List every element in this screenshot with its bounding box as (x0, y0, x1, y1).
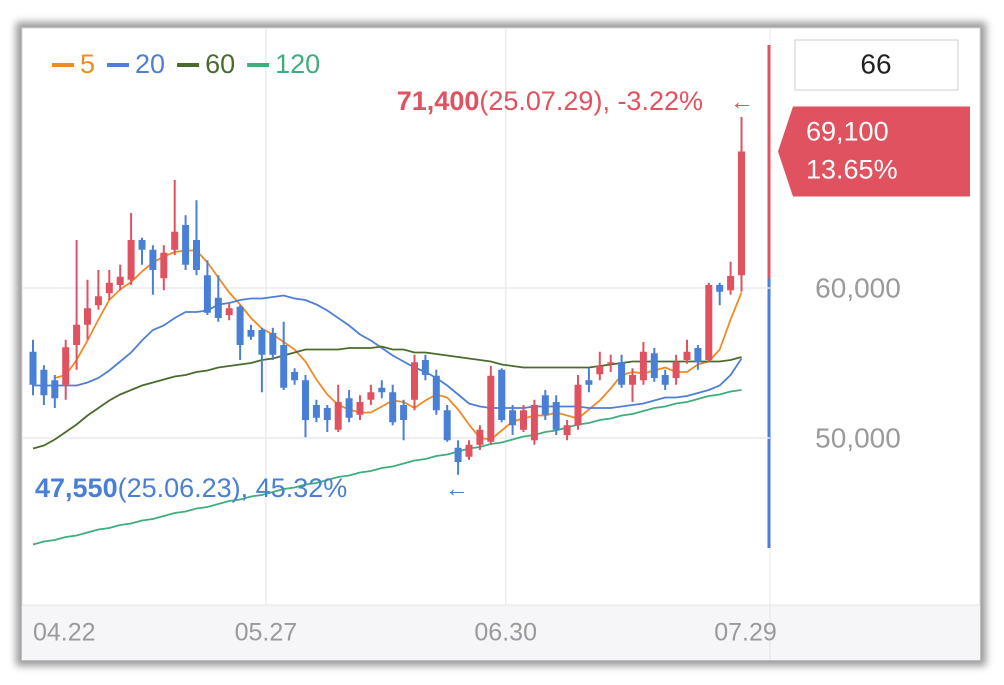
candle-body (389, 392, 397, 423)
candle-body (258, 330, 266, 355)
candle-body (552, 402, 560, 430)
candle-body (291, 372, 299, 381)
annotation-price: 71,400 (397, 86, 480, 116)
candle-body (530, 405, 538, 441)
annotation-arrow: ← (730, 88, 754, 115)
price-tag-price: 69,100 (806, 117, 889, 147)
candle-body (629, 375, 636, 385)
period-value: 66 (860, 48, 891, 79)
annotation-arrow: ← (445, 475, 469, 502)
candle-body (683, 351, 691, 361)
candle-body (203, 275, 211, 313)
x-tick-label: 07.29 (714, 619, 777, 647)
candle-body (193, 239, 200, 270)
candle-body (312, 405, 320, 418)
annotation: 47,550(25.06.23), 45.32% (35, 473, 347, 503)
legend-label: 20 (135, 49, 165, 79)
candle-body (454, 447, 462, 463)
candle-body (182, 224, 190, 265)
annotation: 71,400(25.07.29), -3.22% (397, 86, 703, 116)
candle-body (269, 333, 277, 355)
x-tick-label: 04.22 (33, 619, 96, 647)
candle-body (607, 362, 615, 364)
ma-line (54, 249, 743, 441)
legend-label: 120 (275, 49, 320, 79)
candle-body (356, 402, 364, 415)
x-tick-label: 05.27 (235, 619, 298, 647)
candle-body (51, 380, 59, 399)
annotation-price: 47,550 (35, 473, 118, 503)
candle-body (73, 324, 81, 346)
moving-averages (32, 249, 743, 546)
candle-body (149, 249, 157, 270)
candle-body (160, 252, 168, 279)
candle-body (127, 239, 135, 280)
candle-body (367, 392, 375, 400)
x-axis-band (22, 605, 980, 660)
candle-body (411, 362, 418, 400)
period-box[interactable] (794, 39, 959, 91)
candle-body (378, 387, 386, 393)
candle-body (280, 345, 288, 388)
candle-body (509, 410, 517, 426)
price-tag (778, 106, 970, 197)
candle-body (498, 369, 506, 421)
candle-body (596, 366, 604, 375)
candle-body (116, 276, 124, 285)
candle-body (171, 231, 179, 250)
candles (29, 116, 745, 475)
candle-body (541, 395, 549, 415)
candle-body (236, 306, 244, 346)
candle-body (476, 429, 484, 445)
candle-body (214, 297, 222, 319)
candle-body (443, 410, 451, 441)
candle-body (639, 351, 647, 381)
y-tick-label: 50,000 (815, 422, 901, 453)
candle-body (520, 410, 527, 430)
labels: 60,000 50,000 04.22 05.27 06.30 07.29 5 20 60 120… (33, 49, 970, 647)
candle-body (694, 348, 702, 363)
x-tick-label: 06.30 (474, 619, 537, 647)
ma-line (32, 389, 742, 546)
candle-body (738, 151, 745, 276)
legend-label: 60 (205, 49, 235, 79)
candle-body (94, 296, 102, 306)
candle-body (661, 375, 669, 385)
candle-body (432, 375, 440, 411)
candle-body (563, 425, 571, 436)
price-tag-change: 13.65% (806, 155, 898, 185)
candle-body (345, 398, 353, 418)
candle-body (672, 362, 680, 379)
legend-label: 5 (80, 49, 95, 79)
candle-body (138, 239, 146, 250)
ma-line (33, 294, 743, 409)
candle-body (421, 360, 429, 376)
candle-body (585, 380, 593, 385)
grid (22, 28, 770, 605)
candle-body (618, 362, 626, 385)
candle-body (225, 308, 233, 315)
candle-body (334, 402, 342, 430)
y-tick-label: 60,000 (815, 272, 901, 303)
candle-body (302, 380, 309, 421)
candle-body (40, 369, 48, 396)
annotation-detail: (25.06.23), 45.32% (118, 473, 348, 503)
candle-body (465, 444, 473, 457)
candle-body (62, 347, 70, 385)
annotation-detail: (25.07.29), -3.22% (479, 86, 703, 116)
candle-body (727, 275, 735, 291)
candle-body (574, 384, 582, 426)
candle-body (84, 308, 91, 325)
candle-body (716, 284, 724, 292)
candle-body (650, 353, 658, 379)
candle-body (323, 408, 331, 421)
candle-body (705, 284, 713, 361)
candle-body (487, 375, 495, 442)
candle-body (400, 405, 408, 421)
candle-body (247, 330, 255, 337)
candle-body (105, 282, 113, 294)
candle-body (29, 351, 37, 385)
